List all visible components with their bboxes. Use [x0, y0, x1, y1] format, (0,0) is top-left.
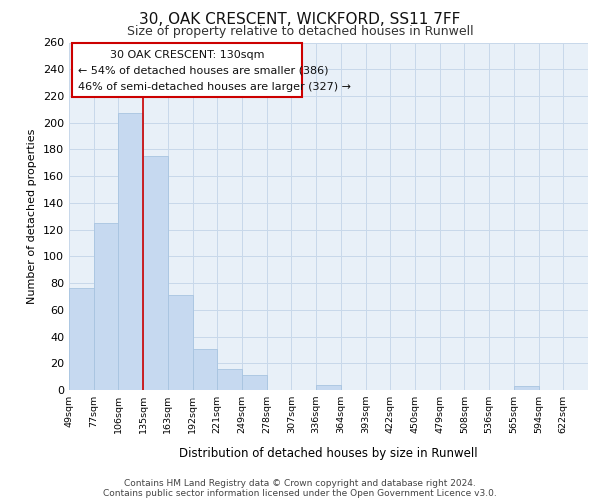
Text: Contains HM Land Registry data © Crown copyright and database right 2024.: Contains HM Land Registry data © Crown c…	[124, 478, 476, 488]
X-axis label: Distribution of detached houses by size in Runwell: Distribution of detached houses by size …	[179, 447, 478, 460]
Bar	[316, 384, 341, 390]
Bar	[94, 223, 118, 390]
Bar	[168, 295, 193, 390]
Text: Size of property relative to detached houses in Runwell: Size of property relative to detached ho…	[127, 25, 473, 38]
Bar	[217, 368, 242, 390]
Bar	[242, 376, 267, 390]
Bar	[118, 114, 143, 390]
Y-axis label: Number of detached properties: Number of detached properties	[28, 128, 37, 304]
Text: Contains public sector information licensed under the Open Government Licence v3: Contains public sector information licen…	[103, 488, 497, 498]
Text: 30, OAK CRESCENT, WICKFORD, SS11 7FF: 30, OAK CRESCENT, WICKFORD, SS11 7FF	[139, 12, 461, 28]
Bar	[193, 348, 217, 390]
Text: 46% of semi-detached houses are larger (327) →: 46% of semi-detached houses are larger (…	[78, 82, 351, 92]
Bar	[143, 156, 168, 390]
Bar	[69, 288, 94, 390]
Bar	[514, 386, 539, 390]
Text: ← 54% of detached houses are smaller (386): ← 54% of detached houses are smaller (38…	[78, 66, 329, 76]
FancyBboxPatch shape	[72, 42, 302, 98]
Text: 30 OAK CRESCENT: 130sqm: 30 OAK CRESCENT: 130sqm	[110, 50, 264, 59]
